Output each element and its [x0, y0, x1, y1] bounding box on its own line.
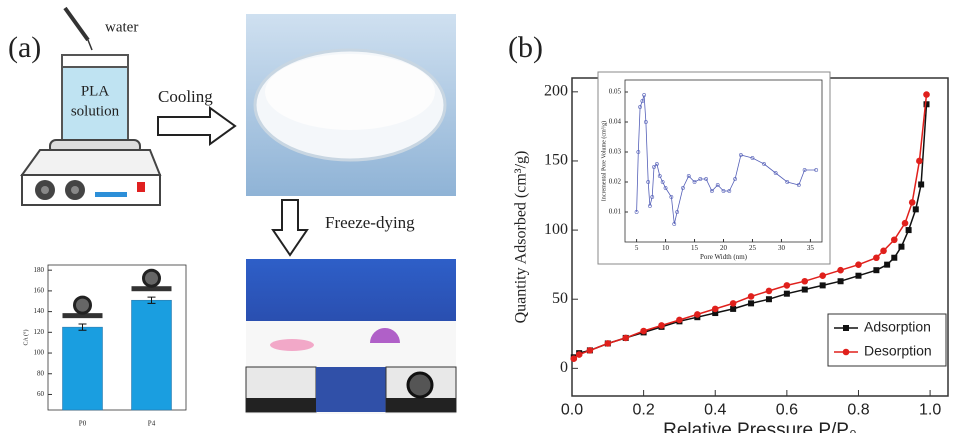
x-tick-label: 20: [720, 244, 728, 252]
point: [712, 306, 719, 313]
cooling-label: Cooling: [158, 87, 213, 106]
x-tick-label: P4: [148, 420, 156, 428]
point: [820, 282, 826, 288]
panel-label: (b): [508, 31, 543, 64]
point: [855, 273, 861, 279]
y-tick-label: 120: [34, 328, 45, 336]
point: [924, 101, 930, 107]
y-tick-label: 0.01: [609, 208, 622, 216]
point: [880, 248, 887, 255]
point: [918, 181, 924, 187]
y-tick-label: 150: [544, 152, 568, 169]
freeze-label: Freeze-dying: [325, 213, 415, 232]
point: [658, 322, 665, 329]
y-tick-label: 0.03: [609, 148, 622, 156]
y-tick-label: 0.04: [609, 118, 622, 126]
point: [676, 317, 683, 324]
point: [730, 300, 737, 307]
point: [891, 236, 898, 243]
x-tick-label: 0.0: [561, 402, 583, 419]
point: [884, 262, 890, 268]
point: [622, 335, 629, 342]
point: [873, 267, 879, 273]
x-tick-label: 10: [662, 244, 670, 252]
legend-marker: [843, 325, 849, 331]
point: [923, 91, 930, 98]
point: [913, 206, 919, 212]
solution-label: solution: [71, 103, 120, 119]
point: [838, 278, 844, 284]
point: [748, 300, 754, 306]
droplet-icon: [144, 270, 160, 286]
y-tick-label: 100: [544, 221, 568, 238]
point: [694, 311, 701, 318]
arrow: [158, 108, 235, 144]
point: [898, 244, 904, 250]
point: [766, 288, 773, 295]
x-tick-label: P0: [79, 420, 87, 428]
x-axis-label: Pore Width (nm): [700, 253, 748, 261]
water-label: water: [105, 19, 138, 35]
x-tick-label: 15: [691, 244, 699, 252]
x-tick-label: 0.8: [847, 402, 869, 419]
x-tick-label: 1.0: [919, 402, 941, 419]
droplet-icon: [75, 297, 91, 313]
point: [587, 347, 594, 354]
y-tick-label: 160: [34, 287, 45, 295]
point: [909, 199, 916, 206]
point: [605, 340, 612, 347]
bar: [131, 300, 171, 410]
point: [873, 254, 880, 261]
y-tick-label: 0.05: [609, 88, 622, 96]
y-tick-label: 140: [34, 307, 45, 315]
x-tick-label: 5: [635, 244, 639, 252]
y-axis-label: Incremental Pore Volume (cm³/g): [600, 121, 607, 201]
point: [784, 291, 790, 297]
point: [891, 255, 897, 261]
point: [802, 287, 808, 293]
y-tick-label: 180: [34, 266, 45, 274]
y-tick-label: 0.02: [609, 178, 622, 186]
point: [902, 220, 909, 227]
legend-label: Adsorption: [864, 319, 931, 335]
figure: (a) water PLA solution Cooling Freeze-dy…: [0, 0, 960, 433]
panel-label: (a): [8, 31, 41, 64]
point: [784, 282, 791, 289]
y-axis-label: CA (°): [22, 330, 29, 346]
y-tick-label: 80: [37, 369, 45, 377]
x-tick-label: 30: [778, 244, 786, 252]
legend-label: Desorption: [864, 343, 932, 359]
point: [766, 296, 772, 302]
photo-droplets: [246, 259, 456, 414]
point: [730, 306, 736, 312]
inset-frame: [598, 72, 830, 264]
point: [570, 355, 577, 362]
y-tick-label: 50: [552, 290, 568, 307]
arrow: [273, 200, 307, 255]
solution-label: PLA: [81, 83, 110, 99]
x-tick-label: 0.4: [704, 402, 726, 419]
point: [801, 278, 808, 285]
y-tick-label: 200: [544, 82, 568, 99]
bar: [62, 327, 102, 410]
photo-dish: [246, 14, 456, 196]
point: [916, 158, 923, 165]
x-axis-label: Relative Pressure P/P₀: [663, 420, 857, 433]
x-tick-label: 0.2: [632, 402, 654, 419]
point: [640, 328, 647, 335]
point: [576, 351, 583, 358]
point: [855, 261, 862, 268]
x-tick-label: 35: [807, 244, 815, 252]
point: [819, 272, 826, 279]
x-tick-label: 0.6: [776, 402, 798, 419]
point: [906, 227, 912, 233]
y-tick-label: 0: [560, 359, 568, 376]
y-tick-label: 60: [37, 390, 45, 398]
y-axis-label: Quantity Adsorbed (cm³/g): [513, 151, 530, 324]
legend-marker: [843, 349, 850, 356]
x-tick-label: 25: [749, 244, 757, 252]
point: [837, 267, 844, 274]
y-tick-label: 100: [34, 349, 45, 357]
point: [748, 293, 755, 300]
